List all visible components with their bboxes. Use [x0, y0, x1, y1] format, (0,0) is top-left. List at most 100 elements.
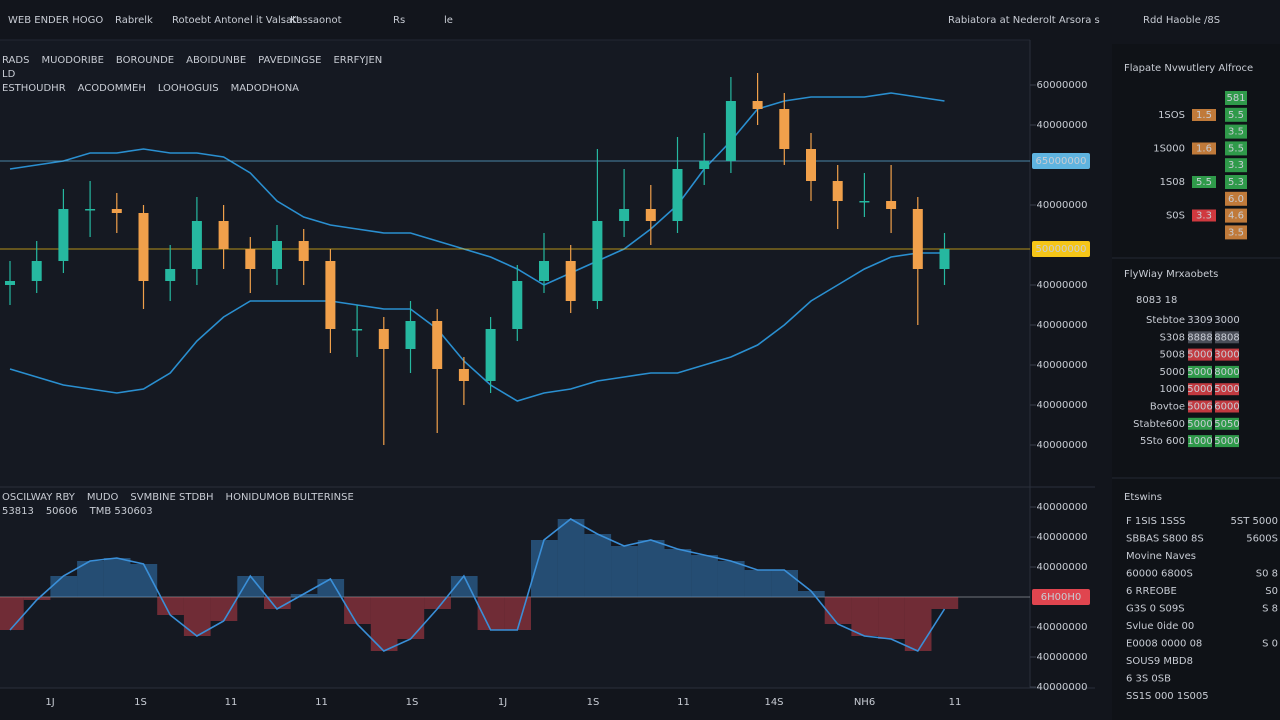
- candle-body: [806, 149, 816, 181]
- row-box: [1192, 209, 1216, 222]
- price-tag: [1032, 241, 1090, 257]
- ladder-box: [1225, 191, 1247, 206]
- ladder-label: 5.5: [1228, 110, 1244, 121]
- chart-area: [0, 40, 1030, 688]
- row-box: [1215, 331, 1239, 344]
- menu-item: Rdd Haoble /8S: [1143, 15, 1220, 26]
- row-label: SS1S 000 1S005: [1126, 691, 1209, 702]
- histogram-bar: [744, 570, 772, 597]
- histogram-bar: [931, 597, 959, 609]
- candle-body: [539, 261, 549, 281]
- candle-body: [85, 209, 96, 211]
- x-tick-label: NH6: [854, 697, 875, 708]
- row-box: [1188, 417, 1212, 430]
- histogram-bar: [317, 579, 345, 597]
- row-box: [1188, 383, 1212, 396]
- ladder-label: 5.3: [1228, 177, 1244, 188]
- x-tick-label: 11: [315, 697, 328, 708]
- ladder-label: 3.5: [1228, 227, 1244, 238]
- histogram-bar: [904, 597, 932, 651]
- row-label: S308: [1160, 332, 1185, 343]
- row-label: 5008: [1160, 350, 1185, 361]
- row-box: [1215, 383, 1239, 396]
- histogram-bar: [691, 555, 718, 597]
- row-box-label: 5.5: [1196, 177, 1212, 188]
- x-tick-label: 1J: [498, 697, 507, 708]
- histogram-bar: [878, 597, 905, 639]
- histogram-bar: [23, 597, 51, 600]
- row-label: 1S08: [1160, 177, 1185, 188]
- row-value: 5006: [1187, 402, 1212, 413]
- candle-body: [485, 329, 496, 381]
- histogram-bar: [77, 561, 104, 597]
- candle-body: [886, 201, 897, 209]
- candle-body: [752, 101, 763, 109]
- x-tick-label: 11: [949, 697, 962, 708]
- panel-title: Flapate Nvwutlery Alfroce: [1124, 63, 1253, 74]
- row-label: G3S 0 S09S: [1126, 604, 1185, 615]
- y-tick-label: 40000000: [1037, 502, 1088, 513]
- row-value: 5600S: [1246, 534, 1278, 545]
- y-tick-label: 60000000: [1037, 80, 1088, 91]
- candle-body: [458, 369, 469, 381]
- menu-item: Rs: [393, 15, 405, 26]
- row-value: 5000: [1187, 350, 1212, 361]
- histogram-bar: [851, 597, 879, 636]
- candle-body: [619, 209, 630, 221]
- row-box-label: 1.6: [1196, 144, 1212, 155]
- row-box-label: 3.3: [1196, 211, 1212, 222]
- candle-body: [138, 213, 149, 281]
- histogram-bar: [397, 597, 425, 639]
- y-tick-label: 40000000: [1037, 652, 1088, 663]
- row-value: 8000: [1214, 367, 1239, 378]
- y-tick-label: 40000000: [1037, 622, 1088, 633]
- candle-body: [565, 261, 576, 301]
- row-box: [1188, 348, 1212, 361]
- marker-tag-label: 6H00H0: [1041, 592, 1082, 603]
- legend-entry: ACODOMMEH: [78, 83, 146, 94]
- row-label: SBBAS S800 8S: [1126, 534, 1204, 545]
- price-tag-label: 65000000: [1036, 156, 1087, 167]
- legend-entry: SVMBINE STDBH: [130, 492, 213, 503]
- candle-body: [191, 221, 202, 269]
- menu-item: Rabiatora at Nederolt Arsora s: [948, 15, 1100, 26]
- y-tick-label: 40000000: [1037, 400, 1088, 411]
- ladder-label: 5.5: [1228, 143, 1244, 154]
- row-label: 5000: [1160, 367, 1185, 378]
- row-value: S 0: [1262, 639, 1278, 650]
- row-box: [1188, 314, 1212, 326]
- x-tick-label: 1S: [406, 697, 419, 708]
- legend-entry: ABOIDUNBE: [186, 55, 246, 66]
- row-box: [1188, 435, 1212, 448]
- legend-entry: MUDO: [87, 492, 119, 503]
- row-box: [1215, 400, 1239, 413]
- row-label: 1000: [1160, 384, 1185, 395]
- menu-item: Kassaonot: [290, 15, 342, 26]
- y-tick-label: 40000000: [1037, 280, 1088, 291]
- ladder-box: [1225, 225, 1247, 240]
- x-tick-label: 11: [677, 697, 690, 708]
- ladder-box: [1225, 107, 1247, 122]
- row-value: 5000: [1187, 384, 1212, 395]
- row-value: 5000: [1214, 384, 1239, 395]
- ladder-box: [1225, 124, 1247, 139]
- row-value: 5000: [1187, 367, 1212, 378]
- candle-body: [325, 261, 336, 329]
- x-tick-label: 1S: [134, 697, 147, 708]
- candle-body: [779, 109, 790, 149]
- candle-body: [31, 261, 42, 281]
- band-line: [9, 92, 945, 286]
- ladder-label: 581: [1226, 93, 1245, 104]
- histogram-bar: [237, 576, 264, 597]
- row-label: Bovtoe: [1150, 402, 1185, 413]
- price-tag: [1032, 153, 1090, 169]
- histogram-bar: [130, 564, 158, 597]
- row-label: SOUS9 MBD8: [1126, 656, 1193, 667]
- legend-entry: MADODHONA: [231, 83, 300, 94]
- candle-body: [432, 321, 443, 369]
- ladder-box: [1225, 158, 1247, 173]
- candle-body: [5, 281, 15, 285]
- ladder-box: [1225, 141, 1247, 156]
- y-tick-label: 40000000: [1037, 440, 1088, 451]
